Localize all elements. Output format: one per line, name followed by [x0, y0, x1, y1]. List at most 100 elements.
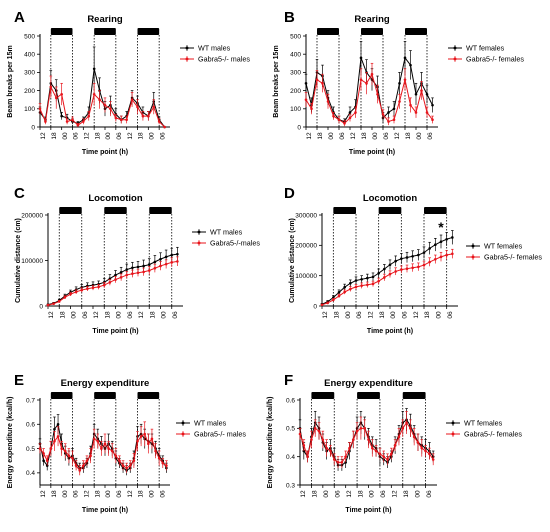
data-point [298, 432, 302, 436]
data-point [365, 82, 368, 85]
data-point [114, 273, 117, 277]
data-point [451, 252, 454, 256]
x-tick-label: 06 [127, 311, 134, 319]
data-point [306, 455, 309, 458]
data-point [371, 446, 374, 450]
legend-label: Gabra5-/- females [464, 430, 522, 439]
data-point [348, 116, 352, 120]
data-point [67, 454, 71, 458]
data-point [125, 268, 129, 271]
y-tick-label: 0 [39, 303, 43, 310]
data-point [45, 464, 49, 467]
y-axis-title: Beam breaks per 15m [7, 45, 14, 117]
y-tick-label: 0.4 [286, 454, 295, 461]
y-tick-label: 0 [31, 124, 35, 131]
x-tick-label: 12 [127, 490, 134, 498]
data-point [343, 290, 346, 294]
data-point [92, 437, 96, 441]
data-point [425, 92, 429, 96]
x-tick-label: 00 [414, 490, 421, 498]
data-point [63, 449, 67, 453]
data-point [376, 92, 379, 96]
data-point [147, 269, 151, 272]
data-point [405, 421, 408, 424]
data-point [131, 272, 134, 275]
data-point [348, 446, 351, 450]
y-tick-label: 0.6 [286, 397, 295, 404]
x-tick-label: 00 [436, 311, 443, 319]
data-point [424, 449, 427, 453]
data-point [56, 422, 60, 426]
data-point [44, 120, 47, 123]
data-point [103, 442, 107, 446]
data-point [317, 429, 321, 433]
x-tick-label: 00 [390, 311, 397, 319]
data-point [383, 267, 386, 271]
data-point [136, 265, 140, 269]
x-tick-label: 06 [383, 132, 390, 140]
data-point [176, 252, 179, 256]
data-point [445, 253, 448, 257]
x-tick-label: 06 [159, 132, 166, 140]
legend-label: WT males [210, 228, 243, 237]
data-point [49, 85, 53, 89]
data-point [46, 303, 50, 307]
data-point [332, 114, 335, 118]
data-point [130, 98, 134, 101]
data-point [386, 458, 389, 461]
data-point [142, 270, 145, 274]
data-point [417, 265, 420, 269]
data-point [142, 264, 145, 268]
data-point [354, 111, 357, 114]
series-line [305, 56, 433, 123]
data-point [377, 279, 380, 283]
data-point [108, 281, 112, 284]
x-tick-label: 06 [116, 490, 123, 498]
y-tick-label: 400 [24, 52, 35, 59]
x-tick-label: 00 [323, 490, 330, 498]
panel-c: C Locomotion 0 100000 200000 12 18 00 06 12 18 00 06… [14, 185, 260, 335]
x-tick-label: 06 [427, 132, 434, 140]
series-line [321, 253, 453, 306]
x-tick-label: 00 [116, 311, 123, 319]
x-tick-label: 18 [357, 490, 364, 498]
data-point [139, 435, 143, 438]
dark-phase-bar [50, 392, 73, 399]
dark-phase-bar [424, 207, 447, 214]
dark-phase-bar [357, 392, 380, 399]
data-point [63, 296, 67, 299]
data-point [143, 432, 147, 436]
legend-label: Gabra5-/- males [198, 55, 250, 64]
x-axis-title: Time point (h) [82, 149, 128, 156]
data-point [445, 237, 448, 241]
series-line [299, 419, 434, 466]
data-point [92, 92, 96, 96]
x-tick-label: 12 [84, 132, 91, 140]
x-tick-label: 12 [84, 490, 91, 498]
data-point [377, 271, 380, 275]
data-point [343, 285, 346, 289]
x-tick-label: 18 [379, 311, 386, 319]
data-point [383, 276, 386, 279]
legend-label: WT males [198, 44, 231, 53]
data-point [315, 78, 319, 81]
data-point [170, 253, 174, 257]
y-axis-title: Energy expenditure (kcal/h) [267, 397, 274, 489]
data-point [65, 120, 69, 123]
data-point [92, 67, 96, 71]
data-point [107, 447, 110, 450]
data-point [326, 301, 329, 305]
x-tick-label: 18 [104, 311, 111, 319]
legend-label: WT females [484, 242, 523, 251]
data-point [431, 103, 434, 107]
data-point [82, 120, 85, 123]
data-point [147, 442, 150, 446]
data-point [344, 461, 347, 464]
x-tick-label: 18 [312, 490, 319, 498]
data-point [163, 125, 166, 129]
x-tick-label: 06 [116, 132, 123, 140]
panel-letter: C [14, 185, 25, 202]
data-point [409, 63, 412, 67]
data-point [388, 263, 392, 267]
x-tick-label: 06 [339, 132, 346, 140]
